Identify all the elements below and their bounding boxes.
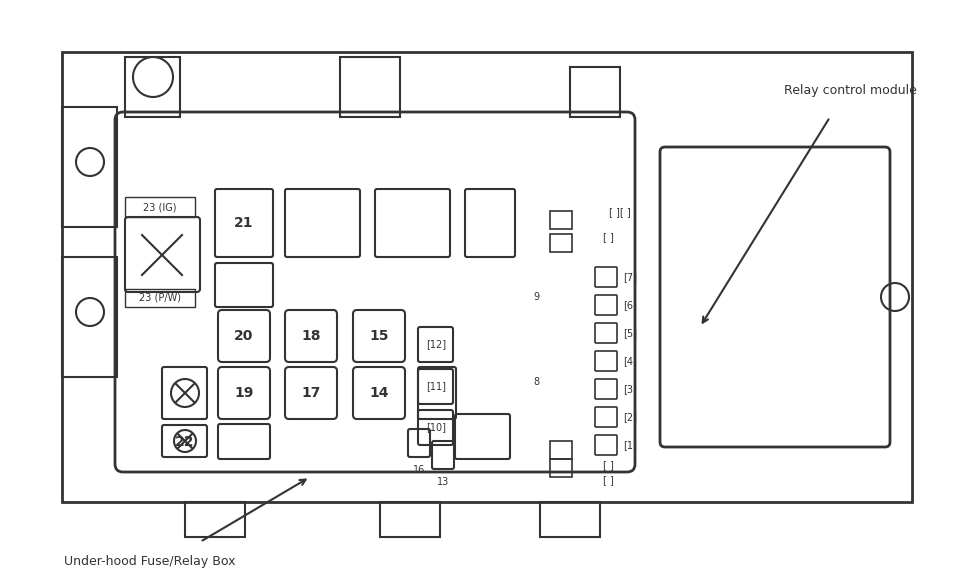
Text: 14: 14 bbox=[369, 386, 388, 400]
Text: [5]: [5] bbox=[622, 328, 637, 338]
Text: Under-hood Fuse/Relay Box: Under-hood Fuse/Relay Box bbox=[65, 555, 236, 568]
Text: [12]: [12] bbox=[425, 339, 446, 349]
Bar bbox=[125, 197, 195, 217]
Bar bbox=[379, 502, 439, 537]
Text: [1]: [1] bbox=[622, 440, 637, 450]
Bar bbox=[550, 441, 571, 459]
Text: 15: 15 bbox=[369, 329, 388, 343]
Text: [3]: [3] bbox=[622, 384, 637, 394]
Text: Relay control module: Relay control module bbox=[782, 84, 915, 97]
Text: [ ]: [ ] bbox=[601, 232, 613, 242]
Bar bbox=[550, 234, 571, 252]
Text: [7]: [7] bbox=[622, 272, 637, 282]
Text: 23 (IG): 23 (IG) bbox=[143, 202, 177, 212]
Bar bbox=[62, 257, 117, 377]
Text: 17: 17 bbox=[301, 386, 321, 400]
Text: [ ]: [ ] bbox=[601, 475, 613, 485]
Text: 21: 21 bbox=[234, 216, 253, 230]
Text: 20: 20 bbox=[234, 329, 253, 343]
Bar bbox=[550, 459, 571, 477]
Text: [4]: [4] bbox=[622, 356, 637, 366]
Bar bbox=[339, 57, 400, 117]
Text: [ ]: [ ] bbox=[601, 460, 613, 470]
Text: 9: 9 bbox=[532, 292, 539, 302]
Text: [11]: [11] bbox=[425, 381, 446, 391]
Bar bbox=[540, 502, 600, 537]
Bar bbox=[125, 289, 195, 307]
Text: [10]: [10] bbox=[425, 422, 446, 432]
Bar bbox=[569, 67, 619, 117]
Bar bbox=[62, 107, 117, 227]
Text: 19: 19 bbox=[234, 386, 253, 400]
Bar bbox=[62, 52, 911, 502]
Text: 16: 16 bbox=[413, 465, 424, 475]
Text: 22: 22 bbox=[175, 435, 195, 449]
Text: 23 (P/W): 23 (P/W) bbox=[139, 293, 181, 303]
Bar bbox=[125, 57, 180, 117]
Text: 8: 8 bbox=[532, 377, 539, 387]
Text: [ ][ ]: [ ][ ] bbox=[608, 207, 630, 217]
Text: 13: 13 bbox=[436, 477, 449, 487]
Text: 18: 18 bbox=[301, 329, 321, 343]
Bar bbox=[550, 211, 571, 229]
Bar bbox=[185, 502, 244, 537]
Text: [6]: [6] bbox=[622, 300, 637, 310]
Text: [2]: [2] bbox=[622, 412, 637, 422]
